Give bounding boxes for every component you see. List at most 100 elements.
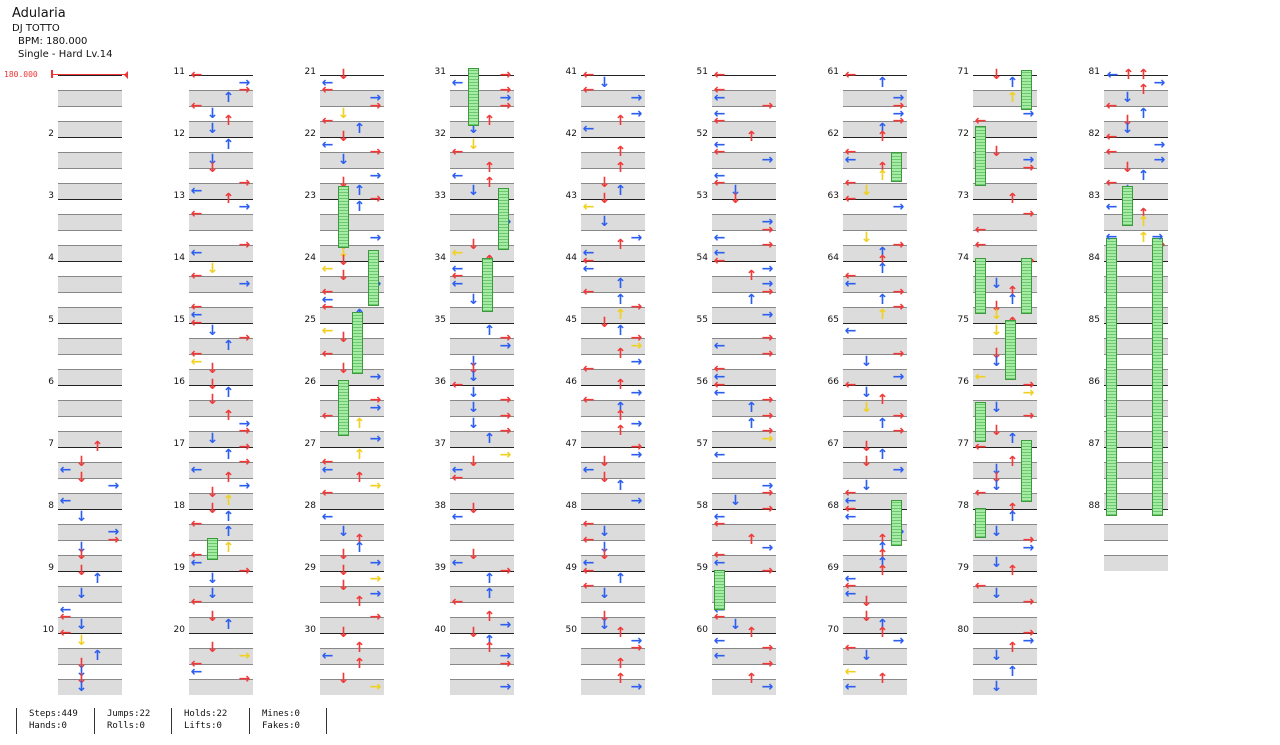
hold-note (468, 68, 479, 126)
arrow-up-icon: ↑ (483, 640, 496, 657)
measure-number: 58 (696, 501, 708, 511)
arrow-left-icon: ← (321, 291, 334, 308)
arrow-down-icon: ↓ (990, 469, 1003, 486)
measure-number: 5 (48, 315, 54, 325)
beat-line (320, 664, 384, 665)
beat-band (581, 245, 645, 261)
beat-line (189, 338, 253, 339)
beat-line (712, 586, 776, 587)
beat-line (320, 400, 384, 401)
beat-line (1104, 524, 1168, 525)
measure-line (450, 571, 514, 572)
arrow-right-icon: → (761, 221, 774, 238)
beat-line (581, 183, 645, 184)
beat-band (581, 493, 645, 509)
arrow-left-icon: ← (321, 283, 334, 300)
beat-line (843, 400, 907, 401)
arrow-down-icon: ↓ (467, 625, 480, 641)
measure-line (58, 509, 122, 510)
arrow-up-icon: ↑ (1137, 82, 1150, 99)
beat-line (450, 664, 514, 665)
beat-line (973, 121, 1037, 122)
beat-line (320, 462, 384, 463)
arrow-left-icon: ← (190, 268, 203, 285)
measure-number: 68 (827, 501, 839, 511)
beat-band (320, 121, 384, 137)
beat-line (189, 121, 253, 122)
beat-band (581, 431, 645, 447)
arrow-right-icon: → (761, 152, 774, 169)
beat-line (58, 338, 122, 339)
arrow-left-icon: ← (59, 601, 72, 618)
beat-line (320, 106, 384, 107)
beat-line (450, 462, 514, 463)
beat-band (843, 276, 907, 292)
beat-line (58, 679, 122, 680)
arrow-down-icon: ↓ (75, 586, 88, 603)
arrow-down-icon: ↓ (75, 632, 88, 649)
arrow-right-icon: → (1022, 159, 1035, 176)
arrow-left-icon: ← (1105, 97, 1118, 114)
beat-line (189, 90, 253, 91)
beat-line (1104, 462, 1168, 463)
arrow-left-icon: ← (321, 260, 334, 277)
arrow-left-icon: ← (713, 361, 726, 378)
arrow-down-icon: ↓ (75, 547, 88, 564)
beat-line (1104, 214, 1168, 215)
stat-jumps: Jumps:22 (107, 709, 151, 719)
beat-band (973, 679, 1037, 695)
arrow-right-icon: → (369, 678, 382, 695)
measure-number: 22 (304, 129, 316, 139)
measure-number: 53 (696, 191, 708, 201)
arrow-up-icon: ↑ (876, 244, 889, 261)
arrow-left-icon: ← (844, 191, 857, 207)
beat-line (189, 292, 253, 293)
arrow-down-icon: ↓ (206, 260, 219, 277)
arrow-down-icon: ↓ (206, 570, 219, 587)
arrow-up-icon: ↑ (614, 423, 627, 440)
measure-number: 52 (696, 129, 708, 139)
beat-line (450, 617, 514, 618)
arrow-up-icon: ↑ (876, 563, 889, 579)
beat-band (581, 338, 645, 354)
beat-band (581, 369, 645, 385)
measure-number: 10 (42, 625, 54, 635)
arrow-right-icon: → (499, 655, 512, 672)
arrow-up-icon: ↑ (614, 655, 627, 672)
arrow-down-icon: ↓ (467, 136, 480, 153)
beat-band (189, 493, 253, 509)
arrow-left-icon: ← (190, 299, 203, 316)
arrow-left-icon: ← (713, 253, 726, 269)
arrow-left-icon: ← (844, 485, 857, 502)
arrow-left-icon: ← (451, 144, 464, 161)
measure-line (320, 509, 384, 510)
beat-band (843, 245, 907, 261)
arrow-right-icon: → (499, 338, 512, 355)
beat-line (58, 586, 122, 587)
arrow-down-icon: ↓ (337, 671, 350, 688)
beat-band (450, 307, 514, 323)
arrow-up-icon: ↑ (353, 531, 366, 548)
measure-line (320, 199, 384, 200)
beat-band (973, 648, 1037, 664)
beat-band (450, 400, 514, 416)
chart-stats: Steps:449 Hands:0 Jumps:22 Rolls:0 Holds… (0, 708, 400, 738)
beat-line (58, 121, 122, 122)
beat-line (712, 152, 776, 153)
arrow-right-icon: → (238, 237, 251, 254)
measure-number: 45 (565, 315, 577, 325)
arrow-down-icon: ↓ (206, 322, 219, 339)
beat-band (1104, 183, 1168, 199)
beat-line (973, 214, 1037, 215)
arrow-down-icon: ↓ (467, 384, 480, 401)
beat-line (1104, 338, 1168, 339)
arrow-up-icon: ↑ (614, 182, 627, 199)
beat-line (1104, 354, 1168, 355)
beat-line (973, 276, 1037, 277)
beat-line (973, 168, 1037, 169)
arrow-right-icon: → (499, 82, 512, 99)
arrow-right-icon: → (1022, 531, 1035, 548)
arrow-right-icon: → (238, 423, 251, 440)
beat-line (450, 245, 514, 246)
beat-band (712, 338, 776, 354)
